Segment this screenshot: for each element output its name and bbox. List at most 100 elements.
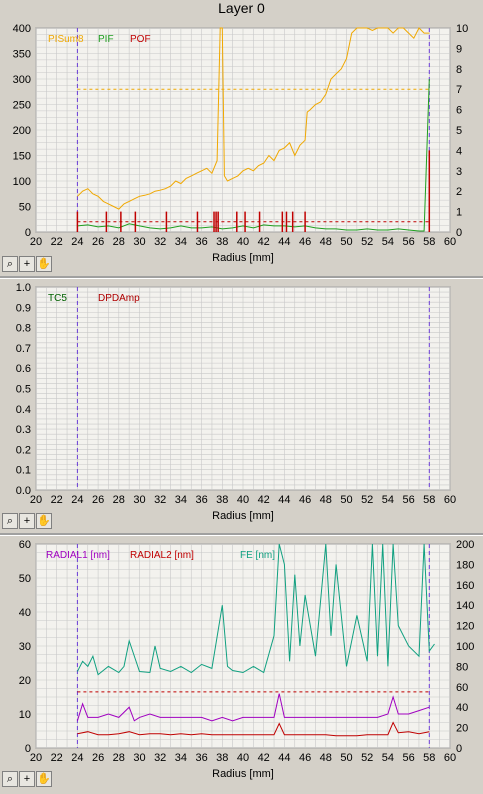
crosshair-icon[interactable]: + xyxy=(19,771,35,787)
x-tick-label: 54 xyxy=(382,752,394,764)
x-tick-label: 30 xyxy=(133,752,145,764)
x-tick-label: 46 xyxy=(299,494,311,506)
x-tick-label: 30 xyxy=(133,236,145,248)
y2-tick-label: 5 xyxy=(456,125,462,137)
y-tick-label: 400 xyxy=(13,23,31,35)
y2-tick-label: 7 xyxy=(456,84,462,96)
pan-hand-icon[interactable]: ✋ xyxy=(36,771,52,787)
y2-tick-label: 180 xyxy=(456,559,474,571)
legend-entry: TC5 xyxy=(48,293,67,304)
x-tick-label: 20 xyxy=(30,494,42,506)
x-tick-label: 46 xyxy=(299,752,311,764)
x-tick-label: 26 xyxy=(92,752,104,764)
x-tick-label: 48 xyxy=(320,236,332,248)
x-tick-label: 54 xyxy=(382,236,394,248)
x-tick-label: 38 xyxy=(216,494,228,506)
y-tick-label: 100 xyxy=(13,176,31,188)
x-tick-label: 40 xyxy=(237,236,249,248)
x-tick-label: 20 xyxy=(30,236,42,248)
y-tick-label: 250 xyxy=(13,100,31,112)
x-axis-label: Radius [mm] xyxy=(212,768,274,780)
y-tick-label: 300 xyxy=(13,74,31,86)
y2-tick-label: 140 xyxy=(456,600,474,612)
y2-tick-label: 200 xyxy=(456,539,474,551)
y2-tick-label: 0 xyxy=(456,227,462,239)
y-tick-label: 0 xyxy=(25,227,31,239)
panel-divider xyxy=(0,276,483,279)
y2-tick-label: 6 xyxy=(456,105,462,117)
chart-panel-3: 20 22 24 26 28 30 32 34 36 38 40 42 44 46 48 50 52 54 56 58… xyxy=(0,536,483,789)
y2-tick-label: 2 xyxy=(456,186,462,198)
pan-hand-icon[interactable]: ✋ xyxy=(36,513,52,529)
y-tick-label: 0.4 xyxy=(16,404,31,416)
zoom-icon[interactable]: ⌕ xyxy=(2,513,18,529)
x-tick-label: 26 xyxy=(92,494,104,506)
x-tick-label: 40 xyxy=(237,752,249,764)
series-line xyxy=(77,721,430,737)
zoom-icon[interactable]: ⌕ xyxy=(2,256,18,272)
series-line xyxy=(77,27,430,210)
x-tick-label: 30 xyxy=(133,494,145,506)
chart-2-svg[interactable]: 20 22 24 26 28 30 32 34 36 38 40 42 44 46 48 50 52 54 56 58… xyxy=(0,279,483,527)
y-tick-label: 200 xyxy=(13,125,31,137)
x-tick-label: 52 xyxy=(361,494,373,506)
y-tick-label: 0.8 xyxy=(16,323,31,335)
x-tick-label: 24 xyxy=(71,494,83,506)
chart-3-svg[interactable]: 20 22 24 26 28 30 32 34 36 38 40 42 44 46 48 50 52 54 56 58… xyxy=(0,536,483,789)
y-tick-label: 60 xyxy=(19,539,31,551)
x-tick-label: 58 xyxy=(423,752,435,764)
y2-tick-label: 20 xyxy=(456,723,468,735)
y2-tick-label: 80 xyxy=(456,661,468,673)
y-tick-label: 0.2 xyxy=(16,444,31,456)
x-tick-label: 50 xyxy=(340,752,352,764)
zoom-icon[interactable]: ⌕ xyxy=(2,771,18,787)
y-tick-label: 0.9 xyxy=(16,302,31,314)
x-tick-label: 36 xyxy=(195,752,207,764)
x-tick-label: 26 xyxy=(92,236,104,248)
x-tick-label: 54 xyxy=(382,494,394,506)
series-line xyxy=(76,693,430,722)
y-tick-label: 1.0 xyxy=(16,282,31,294)
x-tick-label: 50 xyxy=(340,494,352,506)
x-tick-label: 60 xyxy=(444,752,456,764)
crosshair-icon[interactable]: + xyxy=(19,256,35,272)
x-tick-label: 58 xyxy=(423,494,435,506)
chart-1-toolbar: ⌕ + ✋ xyxy=(2,256,52,272)
y-tick-label: 0.1 xyxy=(16,465,31,477)
legend-entry: PISum8 xyxy=(48,34,84,45)
y2-tick-label: 160 xyxy=(456,580,474,592)
y2-tick-label: 10 xyxy=(456,23,468,35)
legend-entry: PIF xyxy=(98,34,114,45)
pan-hand-icon[interactable]: ✋ xyxy=(36,256,52,272)
chart-panel-1: 20 22 24 26 28 30 32 34 36 38 40 42 44 46 48 50 52 54 56 58… xyxy=(0,16,483,271)
y2-tick-label: 1 xyxy=(456,207,462,219)
chart-2-toolbar: ⌕ + ✋ xyxy=(2,513,52,529)
legend-entry: POF xyxy=(130,34,151,45)
legend-entry: FE [nm] xyxy=(240,550,275,561)
x-tick-label: 28 xyxy=(113,752,125,764)
x-tick-label: 44 xyxy=(278,752,290,764)
x-tick-label: 20 xyxy=(30,752,42,764)
crosshair-icon[interactable]: + xyxy=(19,513,35,529)
x-tick-label: 56 xyxy=(402,494,414,506)
y2-tick-label: 9 xyxy=(456,43,462,55)
x-tick-label: 48 xyxy=(320,494,332,506)
x-tick-label: 50 xyxy=(340,236,352,248)
x-tick-label: 52 xyxy=(361,752,373,764)
y2-tick-label: 60 xyxy=(456,682,468,694)
y-tick-label: 30 xyxy=(19,641,31,653)
y-tick-label: 0.5 xyxy=(16,384,31,396)
y-tick-label: 50 xyxy=(19,202,31,214)
x-tick-label: 56 xyxy=(402,752,414,764)
x-tick-label: 44 xyxy=(278,494,290,506)
y-tick-label: 350 xyxy=(13,49,31,61)
y-tick-label: 0.6 xyxy=(16,363,31,375)
y2-tick-label: 3 xyxy=(456,166,462,178)
x-tick-label: 46 xyxy=(299,236,311,248)
y-tick-label: 10 xyxy=(19,709,31,721)
legend-entry: DPDAmp xyxy=(98,293,140,304)
chart-3-toolbar: ⌕ + ✋ xyxy=(2,771,52,787)
chart-1-svg[interactable]: 20 22 24 26 28 30 32 34 36 38 40 42 44 46 48 50 52 54 56 58… xyxy=(0,16,483,271)
x-tick-label: 42 xyxy=(258,752,270,764)
